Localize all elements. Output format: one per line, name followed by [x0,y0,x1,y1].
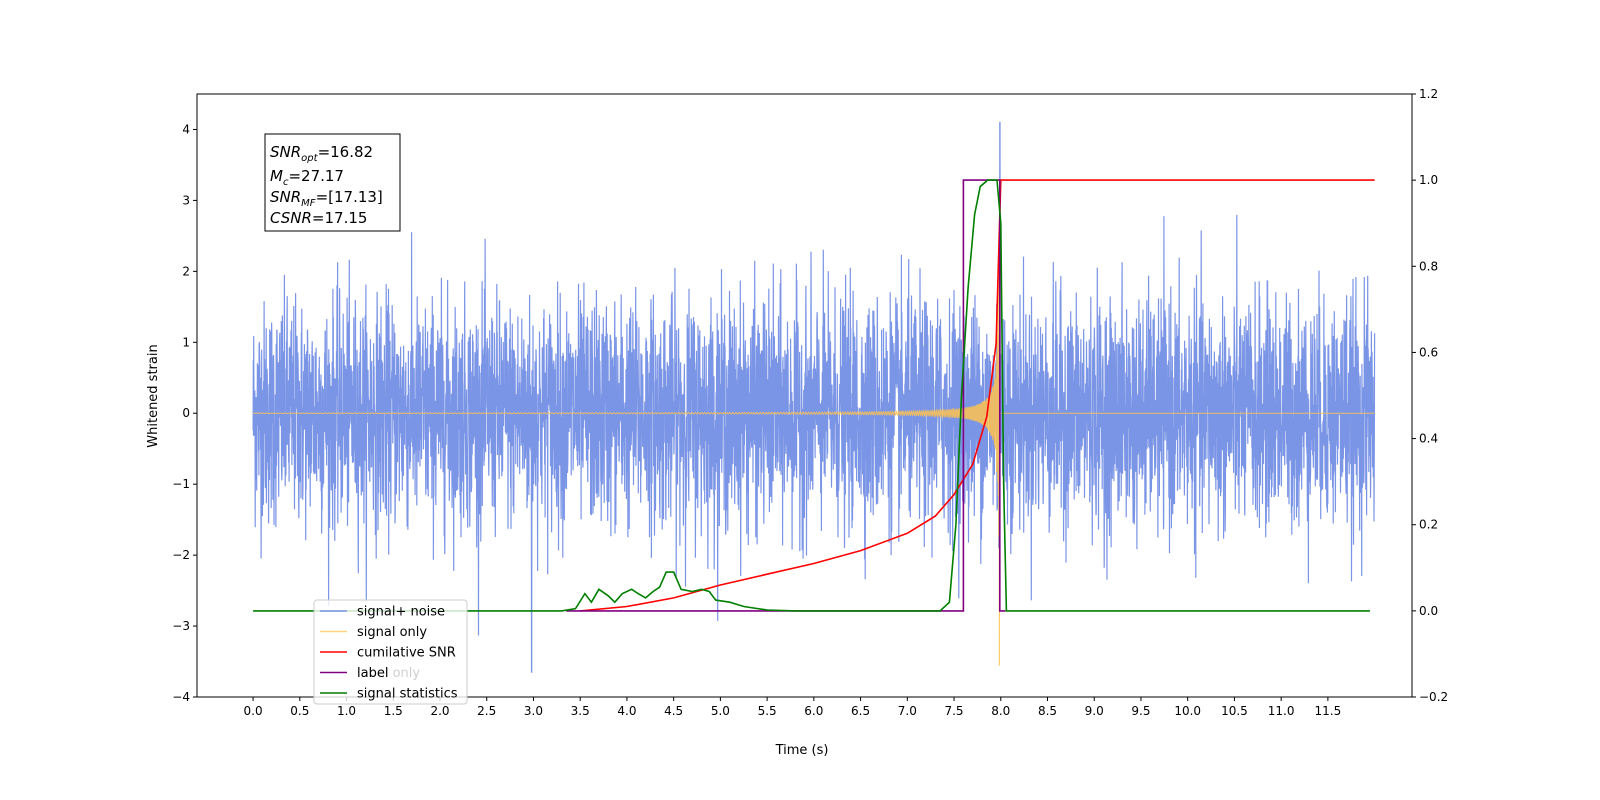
x-tick-label: 2.0 [430,704,449,718]
legend-entry: cumilative SNR [357,646,456,661]
x-tick-label: 0.5 [290,704,309,718]
x-axis-label: Time (s) [775,743,829,758]
y2-tick-label: 0.2 [1419,518,1438,532]
legend-entry: label [357,666,388,681]
annotation-box: SNRopt=16.82 Mc=27.17 SNRMF=[17.13] CSNR… [264,133,401,232]
x-tick-label: 2.5 [477,704,496,718]
legend-hidden-text: label only [357,666,420,681]
x-tick-label: 3.0 [524,704,543,718]
y2-tick-label: 0.0 [1419,604,1438,618]
y-tick-label: −4 [172,690,190,704]
x-tick-label: 0.0 [244,704,263,718]
plot-area [252,121,1376,673]
x-tick-label: 7.0 [898,704,917,718]
y2-tick-label: 0.8 [1419,259,1438,273]
x-tick-label: 3.5 [571,704,590,718]
x-tick-label: 5.0 [711,704,730,718]
x-tick-label: 6.5 [851,704,870,718]
series-signal-noise [252,121,1376,673]
y2-tick-label: 1.0 [1419,173,1438,187]
x-tick-label: 9.0 [1085,704,1104,718]
x-tick-label: 8.0 [991,704,1010,718]
x-tick-label: 11.5 [1315,704,1342,718]
plot-lines [252,121,1376,673]
x-tick-label: 1.0 [337,704,356,718]
x-tick-label: 1.5 [384,704,403,718]
series-signal-statistics [253,179,1370,612]
x-tick-label: 5.5 [758,704,777,718]
series-cumulative-snr [580,179,1375,612]
axes-frame [196,93,1413,698]
legend-entry: signal statistics [357,687,458,702]
series-signal-only [253,261,1375,666]
x-tick-label: 6.0 [804,704,823,718]
x-tick-label: 4.0 [617,704,636,718]
x-tick-label: 4.5 [664,704,683,718]
legend-entry: signal+ noise [357,605,445,620]
y2-tick-label: 0.6 [1419,345,1438,359]
y-tick-label: 0 [182,406,190,420]
y2-tick-label: 1.2 [1419,87,1438,101]
legend: label only signal+ noise signal only cumil… [313,599,468,705]
y2-tick-label: −0.2 [1419,690,1448,704]
annotation-snr-mf: SNRMF=[17.13] [270,188,383,209]
x-tick-label: 9.5 [1131,704,1150,718]
x-tick-label: 10.5 [1221,704,1248,718]
y-axis-label: Whitened strain [146,344,161,447]
axes: 0.0 0.5 1.0 1.5 2.0 2.5 3.0 3.5 4.0 4.5 5.0 5.5 6.0 6… [172,87,1448,718]
annotation-mc: Mc=27.17 [270,167,344,188]
y-tick-label: −1 [172,477,190,491]
y-tick-label: −3 [172,619,190,633]
y-tick-label: −2 [172,548,190,562]
y-tick-label: 3 [182,193,190,207]
y-tick-label: 2 [182,264,190,278]
x-tick-label: 8.5 [1038,704,1057,718]
annotation-snr-opt: SNRopt=16.82 [270,143,373,164]
legend-entry: signal only [357,625,427,640]
x-tick-label: 10.0 [1174,704,1201,718]
x-tick-label: 7.5 [944,704,963,718]
y2-tick-label: 0.4 [1419,432,1438,446]
y-tick-label: 4 [182,122,190,136]
y-tick-label: 1 [182,335,190,349]
x-tick-label: 11.0 [1268,704,1295,718]
annotation-csnr: CSNR=17.15 [270,209,367,227]
